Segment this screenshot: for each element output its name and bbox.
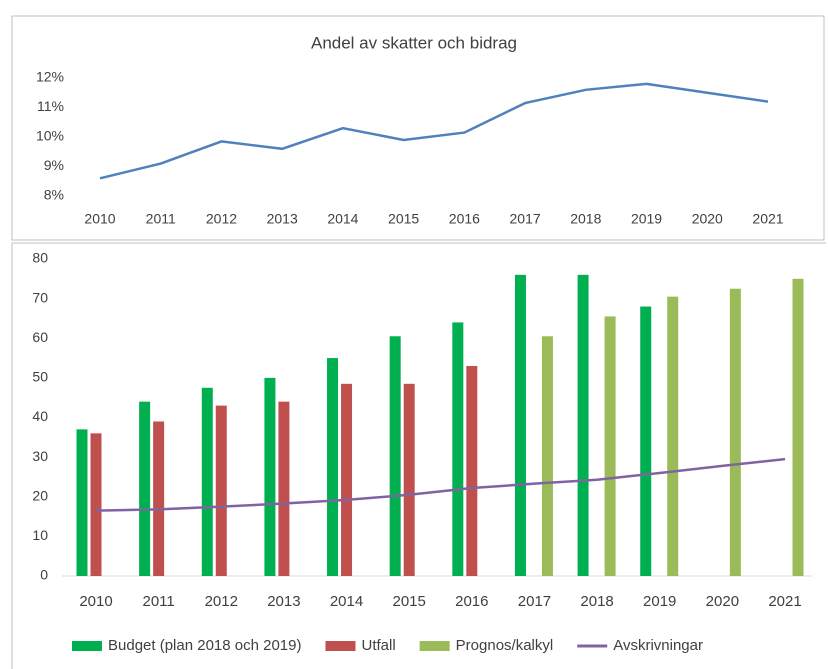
bar	[215, 405, 227, 576]
x-tick-label: 2012	[205, 593, 238, 610]
y-tick-label: 8%	[44, 187, 64, 203]
x-tick-label: 2016	[449, 211, 480, 227]
y-tick-label: 10	[32, 527, 48, 543]
legend-label: Prognos/kalkyl	[456, 637, 554, 654]
bar	[278, 401, 290, 576]
x-tick-label: 2013	[267, 593, 300, 610]
x-tick-label: 2011	[146, 211, 176, 227]
y-tick-label: 11%	[37, 98, 64, 114]
bar	[403, 383, 415, 576]
bar	[466, 365, 478, 576]
top-frame	[11, 15, 825, 241]
bar	[577, 274, 589, 576]
x-tick-label: 2018	[580, 593, 613, 610]
bar	[667, 296, 679, 576]
y-tick-label: 0	[40, 567, 48, 583]
y-tick-label: 9%	[44, 157, 64, 173]
x-tick-label: 2019	[631, 211, 662, 227]
chart-title: Andel av skatter och bidrag	[311, 33, 517, 52]
bar	[90, 433, 102, 576]
x-tick-label: 2017	[518, 593, 551, 610]
bar	[153, 421, 165, 576]
x-tick-label: 2017	[510, 211, 541, 227]
x-tick-label: 2021	[768, 593, 801, 610]
bar	[640, 306, 652, 576]
bar	[541, 336, 553, 576]
bar	[139, 401, 151, 576]
legend-swatch	[419, 641, 450, 651]
legend-swatch	[72, 641, 102, 651]
x-tick-label: 2015	[388, 211, 419, 227]
x-tick-label: 2010	[84, 211, 115, 227]
y-tick-label: 40	[32, 408, 48, 424]
bar	[452, 322, 464, 576]
x-tick-label: 2013	[267, 211, 298, 227]
legend-swatch	[325, 641, 356, 651]
x-tick-label: 2011	[143, 593, 175, 610]
bar	[514, 274, 526, 576]
x-tick-label: 2014	[327, 211, 358, 227]
x-tick-label: 2020	[706, 593, 739, 610]
y-tick-label: 70	[32, 289, 48, 305]
y-tick-label: 12%	[36, 69, 64, 85]
x-tick-label: 2012	[206, 211, 237, 227]
bar	[604, 316, 616, 576]
bar	[327, 358, 339, 576]
x-tick-label: 2018	[570, 211, 601, 227]
x-tick-label: 2021	[752, 211, 783, 227]
bar	[729, 288, 741, 576]
line	[99, 82, 769, 180]
line	[95, 457, 786, 512]
x-tick-label: 2016	[455, 593, 488, 610]
bar	[792, 278, 804, 576]
bar	[389, 336, 401, 576]
x-tick-label: 2020	[692, 211, 723, 227]
legend-label: Avskrivningar	[613, 637, 703, 654]
bar	[201, 387, 213, 576]
x-tick-label: 2015	[392, 593, 425, 610]
y-tick-label: 80	[32, 250, 48, 266]
y-tick-label: 20	[32, 487, 48, 503]
x-tick-label: 2014	[330, 593, 363, 610]
legend-label: Budget (plan 2018 och 2019)	[108, 637, 301, 654]
bar	[264, 377, 276, 576]
x-tick-label: 2010	[79, 593, 112, 610]
y-tick-label: 10%	[36, 128, 64, 144]
x-tick-label: 2019	[643, 593, 676, 610]
bar	[76, 429, 88, 576]
bar	[341, 383, 353, 576]
y-tick-label: 50	[32, 369, 48, 385]
y-tick-label: 60	[32, 329, 48, 345]
legend-label: Utfall	[361, 637, 395, 654]
y-tick-label: 30	[32, 448, 48, 464]
